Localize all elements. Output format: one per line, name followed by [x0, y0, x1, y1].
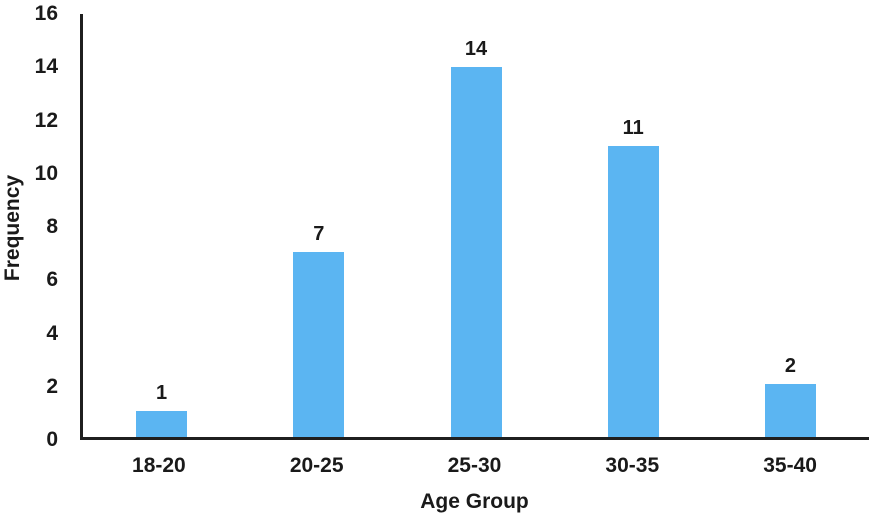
bar-30-35	[607, 146, 659, 437]
y-tick-label: 16	[34, 2, 58, 25]
y-axis-ticks: 0 2 4 6 8 10 12 14 16	[0, 2, 62, 451]
y-tick-label: 4	[46, 321, 58, 345]
bar-value-label: 1	[156, 381, 168, 404]
y-tick-label: 14	[34, 55, 58, 79]
bar-value-label: 2	[784, 355, 796, 378]
x-axis-title: Age Group	[420, 490, 529, 513]
plot-area: 1 7 14 11 2	[80, 14, 869, 440]
x-tick-label: 35-40	[763, 454, 817, 477]
x-tick-label: 25-30	[447, 454, 502, 477]
x-tick-label: 18-20	[132, 454, 186, 477]
x-tick-label: 30-35	[605, 454, 660, 477]
bar-value-label: 7	[313, 222, 325, 245]
bar-20-25	[293, 251, 345, 437]
bar-18-20	[136, 410, 188, 437]
y-tick-label: 10	[34, 161, 58, 185]
y-tick-label: 12	[34, 108, 58, 132]
bar-25-30	[450, 66, 502, 437]
y-tick-label: 0	[46, 428, 58, 451]
y-tick-label: 2	[46, 374, 58, 398]
y-tick-label: 6	[46, 268, 58, 292]
bar-value-label: 14	[464, 37, 488, 60]
x-axis-ticks: 18-20 20-25 25-30 30-35 35-40	[80, 454, 869, 478]
bar-35-40	[764, 384, 816, 437]
bar-value-label: 11	[622, 117, 644, 140]
y-tick-label: 8	[46, 215, 58, 238]
x-tick-label: 20-25	[289, 454, 344, 477]
